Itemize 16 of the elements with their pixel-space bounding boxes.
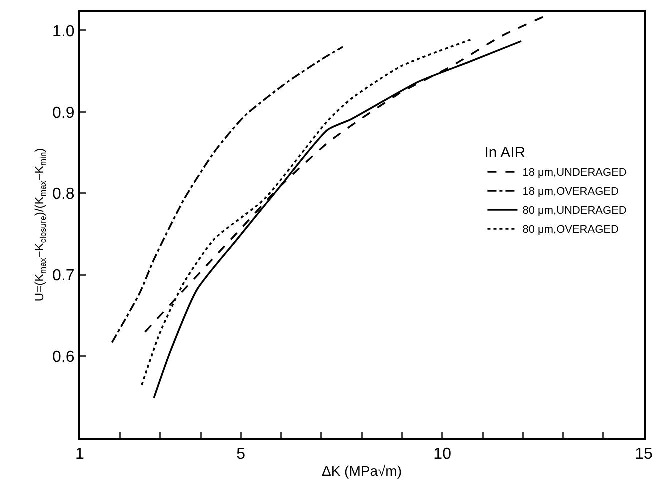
x-tick-label: 15 [635,446,653,464]
y-tick-label: 1.0 [52,23,75,40]
y-tick-label: 0.9 [52,104,75,122]
y-tick-label: 0.6 [52,349,75,366]
x-tick-label: 5 [236,446,246,464]
x-tick-label: 10 [434,446,452,464]
legend-label: 18 μm,UNDERAGED [522,167,627,180]
y-tick-label: 0.7 [52,268,75,285]
legend-label: 18 μm,OVERAGED [522,186,619,198]
x-tick-label: 1 [76,446,85,464]
legend-title: In AIR [484,144,526,162]
x-axis-title: ΔK (MPa√m) [322,463,402,479]
legend-label: 80 μm,OVERAGED [522,224,619,236]
y-tick-label: 0.8 [52,186,75,204]
legend-label: 80 μm,UNDERAGED [522,205,627,218]
line-series [111,46,344,344]
